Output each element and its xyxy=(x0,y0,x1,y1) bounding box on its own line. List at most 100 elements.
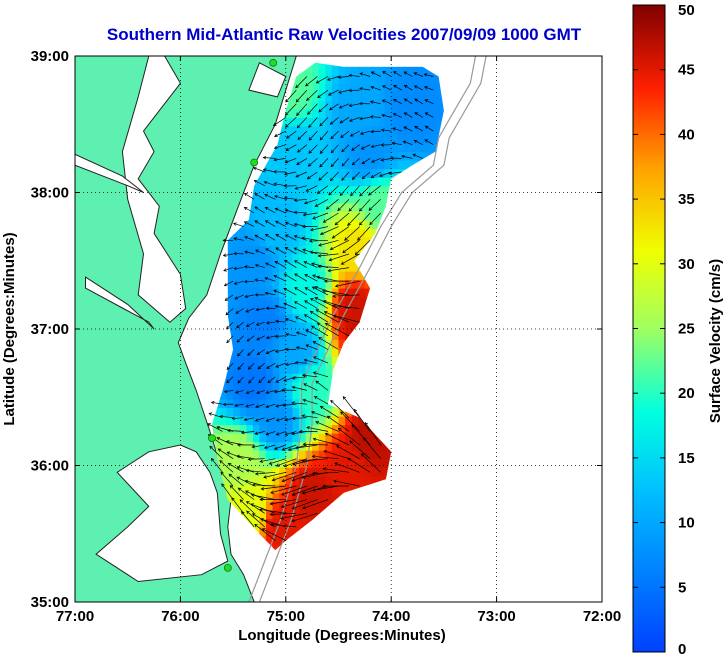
heatmap-cell xyxy=(338,126,346,136)
velocity-vector xyxy=(369,212,381,225)
velocity-vector-head xyxy=(306,97,310,102)
velocity-vector xyxy=(265,207,276,214)
heatmap-cell xyxy=(364,467,373,477)
heatmap-cell xyxy=(325,143,333,153)
heatmap-cell xyxy=(252,339,261,349)
velocity-vector-head xyxy=(369,221,373,226)
heatmap-cell xyxy=(338,424,346,434)
velocity-vector xyxy=(285,158,297,163)
heatmap-cell xyxy=(331,126,340,136)
velocity-vector xyxy=(296,103,308,116)
velocity-vector xyxy=(312,341,329,350)
heatmap-cell xyxy=(292,168,300,178)
heatmap-cell xyxy=(233,253,241,263)
velocity-vector xyxy=(282,444,297,451)
velocity-vector-head xyxy=(283,172,288,176)
velocity-vector xyxy=(272,471,297,481)
heatmap-cell xyxy=(325,322,333,332)
heatmap-cell xyxy=(331,484,340,494)
heatmap-cell xyxy=(292,279,300,289)
heatmap-cell xyxy=(345,160,353,170)
velocity-vector-head xyxy=(312,274,316,278)
heatmap-cell xyxy=(279,356,287,366)
heatmap-cell xyxy=(305,194,313,204)
velocity-vector xyxy=(275,220,286,227)
heatmap-cell xyxy=(338,168,346,178)
heatmap-cell xyxy=(331,339,340,349)
velocity-vector xyxy=(318,266,339,268)
heatmap-cell xyxy=(246,313,254,323)
heatmap-cell xyxy=(318,433,326,443)
heatmap-cell xyxy=(239,356,247,366)
heatmap-cell xyxy=(252,458,261,468)
heatmap-cell xyxy=(325,66,333,76)
heatmap-cell xyxy=(299,253,307,263)
velocity-vector-head xyxy=(291,385,296,390)
heatmap-cell xyxy=(299,194,307,204)
velocity-vector xyxy=(312,274,329,282)
heatmap-cell xyxy=(239,347,247,357)
heatmap-cell xyxy=(266,279,274,289)
velocity-vector-head xyxy=(342,249,346,254)
water-body xyxy=(85,276,155,330)
velocity-vector xyxy=(302,399,318,405)
heatmap-cell xyxy=(384,134,392,144)
velocity-vector-head xyxy=(424,139,429,143)
heatmap-cell xyxy=(233,424,241,434)
velocity-vector-head xyxy=(294,446,299,450)
heatmap-cell xyxy=(279,228,287,238)
heatmap-cell xyxy=(266,322,274,332)
heatmap-cell xyxy=(358,271,366,281)
velocity-vector-head xyxy=(348,208,353,212)
velocity-vector-head xyxy=(243,193,248,197)
heatmap-cell xyxy=(351,151,359,161)
velocity-vector xyxy=(246,335,255,342)
velocity-vector xyxy=(285,117,297,128)
velocity-vector-head xyxy=(332,294,336,298)
velocity-vector xyxy=(270,524,297,528)
velocity-vector xyxy=(263,471,286,478)
heatmap-cell xyxy=(305,288,313,298)
colorbar-label: Surface Velocity (cm/s) xyxy=(707,259,724,423)
heatmap-cell xyxy=(259,475,267,485)
velocity-vector xyxy=(227,430,244,432)
velocity-vector-head xyxy=(245,404,249,408)
heatmap-cell xyxy=(246,381,254,391)
velocity-vector-head xyxy=(293,235,298,239)
heatmap-cell xyxy=(305,177,313,187)
heatmap-cell xyxy=(305,117,313,127)
velocity-vector-head xyxy=(317,94,321,99)
velocity-vector xyxy=(223,267,234,272)
x-tick-label: 76:00 xyxy=(161,608,199,625)
velocity-vector-head xyxy=(414,85,418,89)
velocity-vector-head xyxy=(264,193,268,198)
heatmap-cell xyxy=(213,441,221,451)
heatmap-cell xyxy=(272,151,280,161)
heatmap-cell xyxy=(338,279,346,289)
heatmap-cell xyxy=(299,185,307,195)
heatmap-cell xyxy=(318,322,326,332)
heatmap-cell xyxy=(338,194,346,204)
velocity-vector-head xyxy=(291,492,296,496)
heatmap-cell xyxy=(325,168,333,178)
velocity-vector xyxy=(312,212,329,220)
heatmap-cell xyxy=(318,202,326,212)
heatmap-cell xyxy=(345,262,353,272)
velocity-vector-head xyxy=(369,100,374,104)
velocity-vector-head xyxy=(233,237,238,241)
heatmap-cell xyxy=(318,91,326,101)
heatmap-cell xyxy=(424,151,432,161)
heatmap-cell xyxy=(384,458,392,468)
velocity-vector-head xyxy=(284,221,289,225)
heatmap-cell xyxy=(351,288,359,298)
heatmap-cell xyxy=(292,288,300,298)
heatmap-cell xyxy=(279,160,287,170)
velocity-vector-head xyxy=(329,121,334,125)
heatmap-cell xyxy=(266,416,274,426)
heatmap-cell xyxy=(233,245,241,255)
heatmap-cell xyxy=(259,228,267,238)
heatmap-cell xyxy=(299,322,307,332)
velocity-vector-head xyxy=(265,306,270,310)
velocity-vector xyxy=(317,322,339,337)
velocity-vector xyxy=(310,311,329,323)
